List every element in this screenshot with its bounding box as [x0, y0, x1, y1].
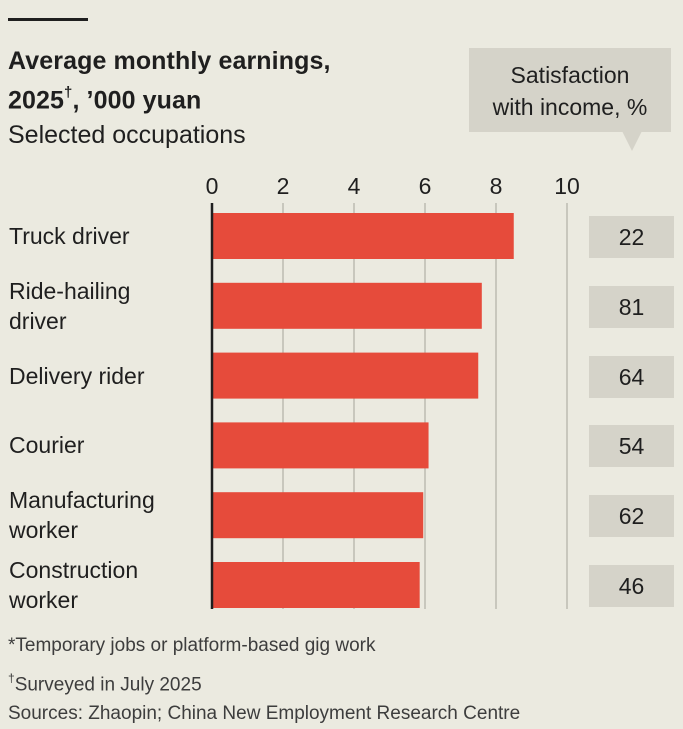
chart-subtitle: Selected occupations [8, 121, 246, 149]
x-tick-label: 10 [554, 173, 580, 199]
satisfaction-value: 22 [589, 216, 674, 258]
bar [212, 282, 482, 329]
satisfaction-value: 54 [589, 425, 674, 468]
x-tick-label: 6 [419, 173, 432, 199]
x-tick-label: 2 [277, 173, 290, 199]
footnote-dagger: † [8, 671, 15, 685]
bar [212, 562, 420, 608]
title-dagger: † [64, 84, 73, 101]
top-rule [8, 18, 88, 21]
satisfaction-value: 62 [589, 495, 674, 538]
footnote-survey: †Surveyed in July 2025 [8, 667, 202, 697]
bar [212, 422, 429, 469]
category-label-line: Construction [9, 557, 139, 583]
title-unit: , ’000 yuan [72, 86, 202, 115]
x-tick-label: 0 [206, 173, 219, 199]
title-line-1: Average monthly earnings, [8, 47, 331, 75]
satisfaction-header-pointer [622, 131, 642, 151]
category-label-line: driver [9, 307, 67, 334]
category-label-line: Truck driver [9, 223, 130, 249]
title-year: 2025 [8, 86, 65, 115]
bar [212, 213, 514, 259]
category-label-line: Delivery rider [9, 362, 145, 389]
satisfaction-header-line-1: Satisfaction [510, 62, 630, 88]
footnote-gig-work: *Temporary jobs or platform-based gig wo… [8, 635, 376, 656]
footnote-survey-text: Surveyed in July 2025 [14, 674, 202, 696]
category-label: Construction worker [9, 555, 199, 615]
category-label: Courier [9, 430, 199, 460]
x-tick-label: 4 [348, 173, 361, 199]
satisfaction-value: 81 [589, 285, 674, 328]
category-label-line: Courier [9, 432, 85, 459]
satisfaction-value: 46 [589, 565, 674, 607]
chart-title: Average monthly earnings, 2025†, ’000 yu… [8, 44, 438, 117]
category-label: Manufacturing worker [9, 485, 199, 545]
bar [212, 492, 424, 539]
category-label-line: Manufacturing [9, 487, 155, 514]
sources: Sources: Zhaopin; China New Employment R… [8, 703, 521, 724]
satisfaction-header-line-2: with income, % [492, 94, 648, 120]
category-label-line: worker [9, 587, 79, 613]
category-label: Ride-hailing driver [9, 276, 199, 336]
satisfaction-value: 64 [589, 355, 674, 398]
category-label-line: worker [9, 517, 79, 544]
bar [212, 352, 479, 399]
category-label: Truck driver [9, 221, 199, 251]
category-label-line: Ride-hailing [9, 277, 131, 304]
category-label: Delivery rider [9, 361, 199, 391]
satisfaction-header: Satisfaction with income, % [469, 48, 671, 132]
x-tick-label: 8 [490, 173, 503, 199]
